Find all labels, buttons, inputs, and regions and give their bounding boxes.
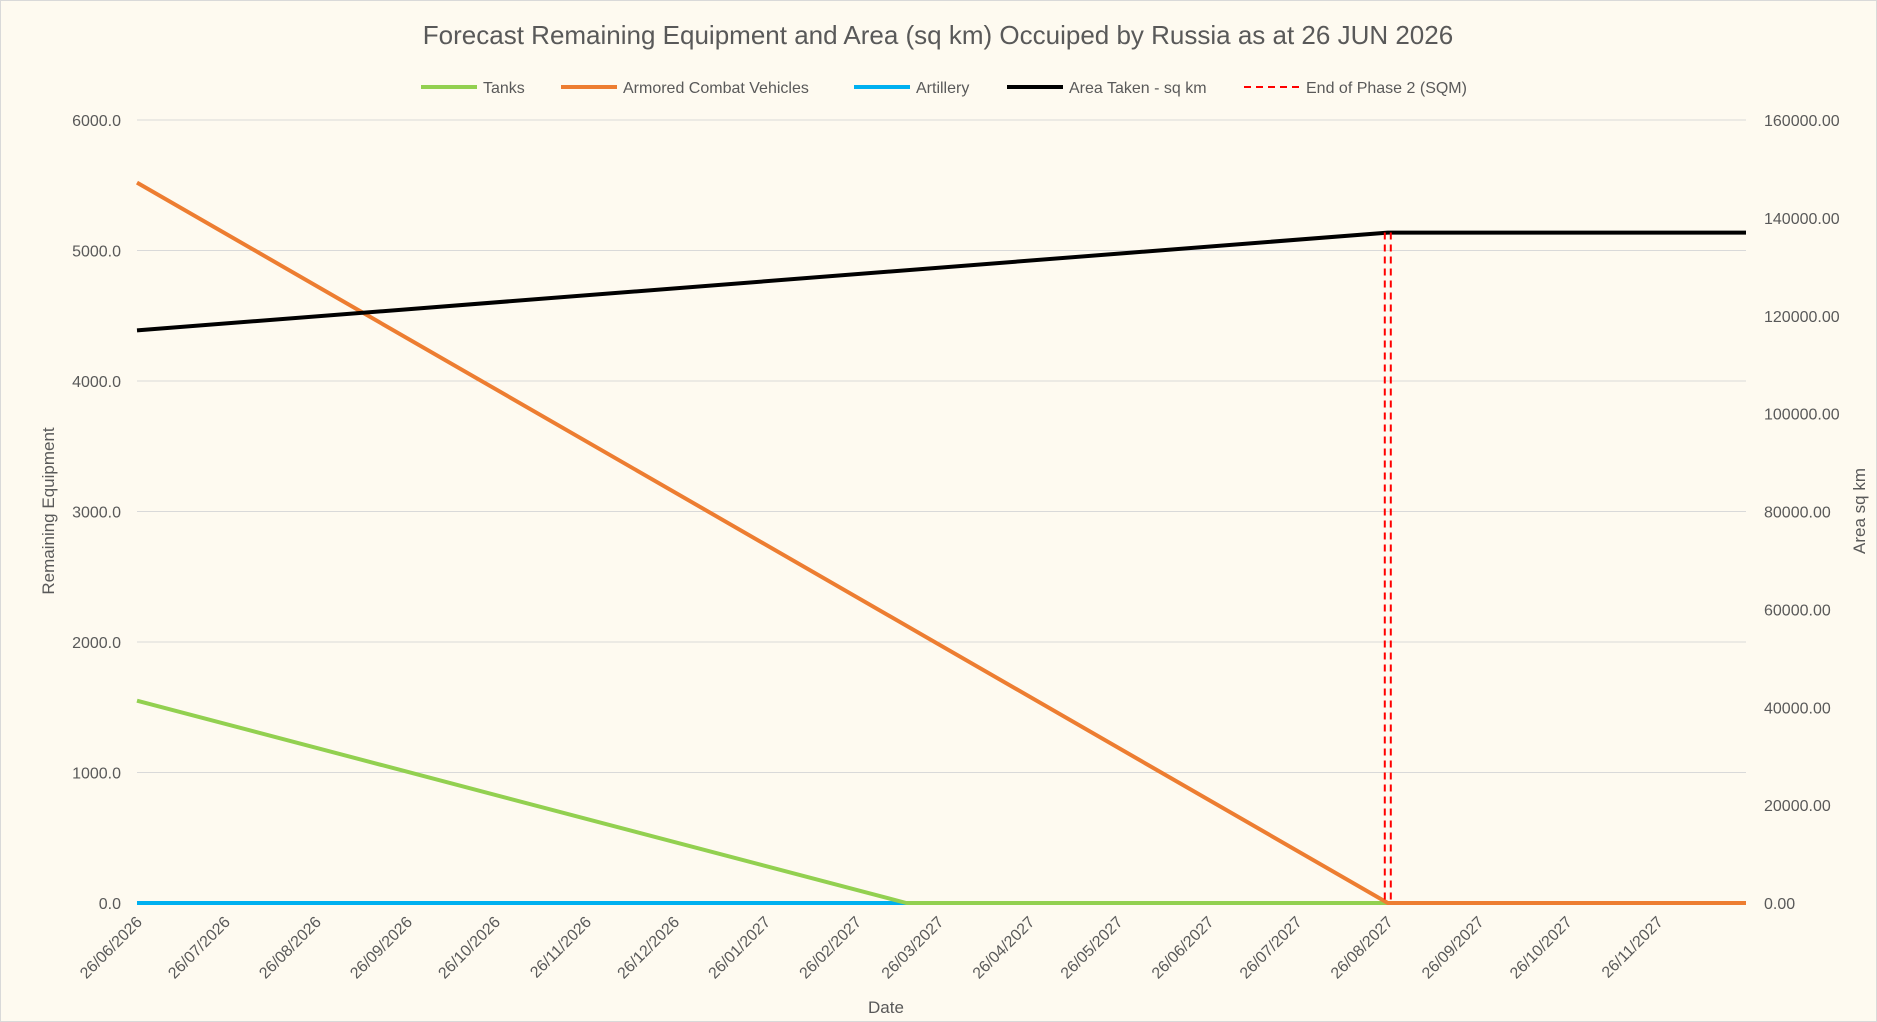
x-tick-label: 26/05/2027 [1058, 914, 1127, 983]
x-tick-label: 26/04/2027 [970, 914, 1039, 983]
x-tick-label: 26/12/2026 [614, 914, 683, 983]
x-tick-label: 26/03/2027 [879, 914, 948, 983]
x-tick-label: 26/11/2027 [1599, 914, 1667, 982]
y2-tick-label: 80000.00 [1764, 505, 1831, 522]
y2-tick-label: 120000.00 [1764, 309, 1840, 326]
x-tick-label: 26/08/2027 [1328, 914, 1397, 983]
x-axis-title: Date [868, 998, 904, 1017]
y-axis-left: 0.0 1000.0 2000.0 3000.0 4000.0 5000.0 6000.0 [72, 113, 121, 913]
legend-label: Armored Combat Vehicles [623, 80, 809, 97]
series-end-of-phase-2-sqm [1383, 232, 1392, 903]
x-tick-label: 26/09/2027 [1419, 914, 1488, 983]
y-tick-label: 6000.0 [72, 113, 121, 130]
legend-item: End of Phase 2 (SQM) [1244, 80, 1467, 97]
legend-label: Artillery [916, 80, 969, 97]
y-axis-right: 0.00 20000.00 40000.00 60000.00 80000.00 1000… [1764, 113, 1840, 913]
x-tick-label: 26/07/2027 [1237, 914, 1306, 983]
y-tick-label: 0.0 [99, 896, 121, 913]
y2-axis-title: Area sq km [1850, 468, 1869, 554]
x-axis: 26/06/2026 26/07/2026 26/08/2026 26/09/2026… [77, 902, 1746, 983]
y-axis-title: Remaining Equipment [39, 427, 58, 595]
legend-label: End of Phase 2 (SQM) [1306, 80, 1467, 97]
y2-tick-label: 0.00 [1764, 896, 1795, 913]
x-tick-label: 26/06/2027 [1149, 914, 1218, 983]
x-tick-label: 26/10/2026 [435, 914, 504, 983]
y2-tick-label: 60000.00 [1764, 602, 1831, 619]
y-tick-label: 3000.0 [72, 505, 121, 522]
y-tick-label: 2000.0 [72, 635, 121, 652]
y-tick-label: 1000.0 [72, 766, 121, 783]
legend-item: Artillery [854, 80, 969, 97]
series-line-tanks [136, 698, 1746, 905]
y2-tick-label: 40000.00 [1764, 700, 1831, 717]
y-tick-label: 5000.0 [72, 244, 121, 261]
legend-item: Armored Combat Vehicles [561, 80, 809, 97]
x-tick-label: 26/01/2027 [706, 914, 775, 983]
x-tick-label: 26/11/2026 [527, 914, 595, 982]
legend-label: Tanks [483, 80, 525, 97]
x-tick-label: 26/02/2027 [797, 914, 866, 983]
y2-tick-label: 140000.00 [1764, 211, 1840, 228]
legend: Tanks Armored Combat Vehicles Artillery Are… [421, 80, 1467, 97]
y2-tick-label: 100000.00 [1764, 407, 1840, 424]
chart-title: Forecast Remaining Equipment and Area (s… [423, 20, 1453, 50]
y2-tick-label: 160000.00 [1764, 113, 1840, 130]
y-tick-label: 4000.0 [72, 374, 121, 391]
gridlines [137, 119, 1746, 904]
series-line-armored-combat-vehicles [136, 180, 1746, 905]
series-layer [136, 180, 1746, 905]
x-tick-label: 26/08/2026 [256, 914, 325, 983]
series-line-area-taken-sq-km [136, 230, 1746, 333]
legend-item: Area Taken - sq km [1007, 80, 1207, 97]
x-tick-label: 26/09/2026 [347, 914, 416, 983]
legend-item: Tanks [421, 80, 525, 97]
x-tick-label: 26/10/2027 [1507, 914, 1576, 983]
x-tick-label: 26/07/2026 [165, 914, 234, 983]
legend-label: Area Taken - sq km [1069, 80, 1207, 97]
y2-tick-label: 20000.00 [1764, 798, 1831, 815]
x-tick-label: 26/06/2026 [77, 914, 146, 983]
